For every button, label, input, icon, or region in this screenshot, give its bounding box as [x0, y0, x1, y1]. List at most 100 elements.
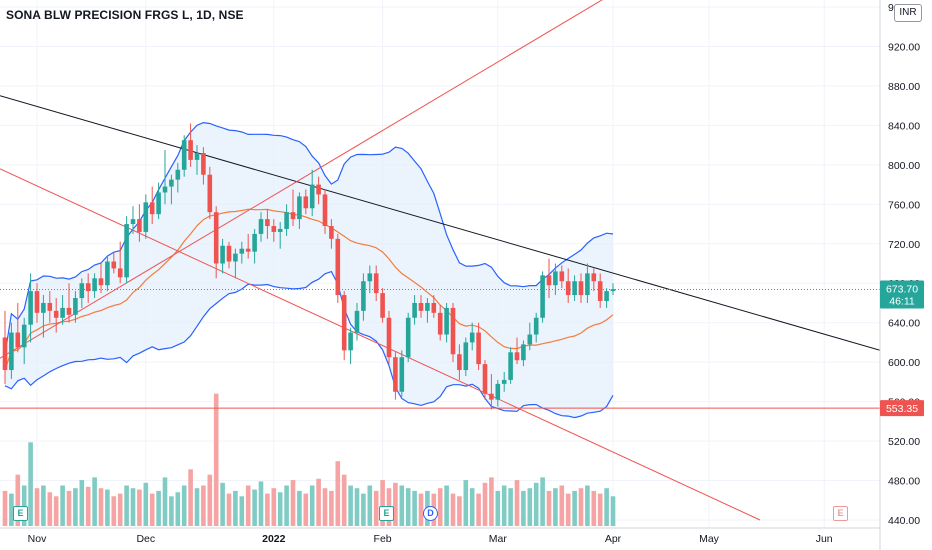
candle-body	[252, 233, 257, 252]
candle-body	[130, 219, 136, 225]
candle-body	[572, 281, 577, 296]
volume-bar	[578, 488, 584, 526]
volume-bar	[354, 488, 360, 526]
volume-bar	[341, 474, 347, 526]
candle-body	[361, 281, 366, 311]
candle-body	[399, 357, 405, 392]
volume-bar	[169, 496, 174, 526]
candle-body	[92, 278, 97, 292]
bollinger-fill	[5, 122, 613, 418]
volume-bar	[28, 442, 33, 526]
x-tick-label: May	[699, 533, 720, 545]
candle-body	[373, 273, 379, 294]
volume-bar	[239, 496, 245, 526]
volume-bar	[482, 482, 488, 526]
currency-badge[interactable]: INR	[894, 4, 922, 22]
candle-body	[533, 317, 539, 335]
volume-bar	[527, 488, 533, 526]
last-price-tag	[880, 280, 924, 309]
volume-bar	[130, 488, 136, 526]
candle-body	[15, 332, 21, 348]
x-tick-label: Feb	[374, 533, 392, 545]
candle-body	[597, 281, 603, 301]
volume-bar	[213, 393, 219, 526]
volume-bar	[92, 477, 97, 526]
candle-body	[21, 324, 27, 348]
candle-body	[124, 224, 129, 278]
candle-body	[73, 298, 78, 315]
volume-bar	[316, 478, 321, 526]
candle-body	[47, 302, 53, 311]
candle-body	[469, 332, 475, 343]
candle-body	[431, 302, 437, 313]
earnings-icon[interactable]: E	[379, 506, 394, 521]
candle-body	[271, 226, 277, 232]
volume-bar	[265, 493, 270, 526]
support-label: 553.35	[886, 403, 918, 415]
bollinger-basis	[4, 208, 614, 371]
volume-bar	[348, 485, 353, 526]
candle-body	[309, 184, 315, 209]
volume-bar	[284, 485, 289, 526]
volume-bar	[521, 490, 526, 526]
candle-body	[194, 153, 200, 160]
candle-body	[521, 344, 526, 361]
candle-body	[111, 261, 117, 269]
volume-bar	[553, 488, 558, 526]
y-tick-label: 840.00	[888, 120, 920, 132]
candle-body	[585, 273, 590, 296]
volume-bar	[495, 490, 501, 526]
candle-body	[239, 248, 245, 254]
volume-bar	[437, 488, 443, 526]
candle-body	[98, 278, 104, 286]
candle-body	[2, 337, 8, 371]
symbol-title[interactable]: SONA BLW PRECISION FRGS L, 1D, NSE	[6, 8, 244, 22]
candle-body	[137, 219, 142, 232]
y-tick-label: 600.00	[888, 357, 920, 369]
volume-bar	[418, 493, 424, 526]
candle-body	[322, 194, 328, 227]
candle-body	[463, 342, 469, 371]
volume-bar	[540, 477, 545, 526]
volume-bar	[444, 485, 449, 526]
volume-bar	[335, 461, 341, 526]
candle-body	[348, 332, 353, 351]
candle-body	[34, 291, 40, 313]
candle-body	[117, 268, 123, 278]
candle-body	[405, 317, 411, 358]
candle-body	[213, 212, 219, 264]
candle-body	[169, 179, 174, 187]
candle-body	[367, 273, 373, 282]
candle-body	[162, 186, 168, 193]
x-tick-label: Jun	[816, 533, 833, 545]
volume-bars	[2, 393, 616, 526]
volume-bar	[117, 493, 123, 526]
volume-bar	[463, 480, 469, 526]
earnings-icon[interactable]: E	[13, 506, 28, 521]
candle-body	[85, 283, 91, 292]
candle-body	[514, 352, 520, 361]
volume-bar	[290, 480, 296, 526]
candle-body	[207, 174, 213, 213]
candle-body	[546, 275, 552, 286]
dividend-icon[interactable]: D	[423, 506, 438, 521]
candle-body	[393, 357, 398, 392]
support-tag	[880, 400, 924, 417]
candle-body	[188, 140, 193, 160]
volume-bar	[572, 490, 577, 526]
volume-bar	[412, 490, 417, 526]
volume-bar	[47, 492, 53, 526]
candle-body	[578, 281, 584, 296]
volume-bar	[565, 493, 571, 526]
candles	[2, 123, 616, 410]
candle-body	[354, 310, 360, 333]
candle-body	[444, 307, 449, 335]
candle-body	[565, 281, 571, 296]
candle-body	[79, 283, 85, 299]
volume-bar	[149, 493, 155, 526]
volume-bar	[85, 486, 91, 526]
candle-body	[527, 334, 533, 345]
y-tick-label: 920.00	[888, 41, 920, 53]
earnings-future-icon[interactable]: E	[833, 506, 848, 521]
